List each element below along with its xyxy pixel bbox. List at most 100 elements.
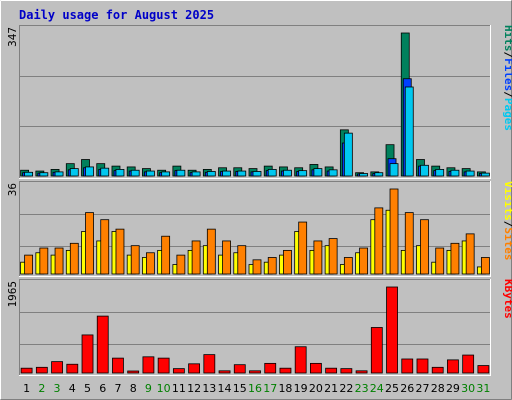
x-tick-label: 16	[248, 382, 262, 395]
bar-kbytes-day-24	[370, 327, 383, 374]
bar-kbytes-day-30	[462, 354, 475, 374]
bar-sites-day-15	[237, 245, 247, 275]
bar-sites-day-16	[252, 259, 262, 275]
x-tick-label: 29	[446, 382, 460, 395]
bar-pages-day-4	[69, 168, 79, 177]
bar-pages-day-8	[130, 169, 140, 177]
bar-pages-day-27	[420, 164, 429, 177]
bar-kbytes-day-7	[112, 357, 124, 374]
x-tick-label: 15	[233, 382, 247, 395]
chart-title: Daily usage for August 2025	[19, 8, 214, 22]
bar-sites-day-25	[389, 188, 399, 275]
bar-pages-day-28	[435, 169, 445, 177]
x-tick-label: 2	[38, 382, 45, 395]
bar-sites-day-17	[267, 257, 277, 275]
x-tick-label: 27	[415, 382, 429, 395]
x-tick-label: 11	[172, 382, 186, 395]
bar-sites-day-9	[146, 252, 155, 275]
bar-pages-day-9	[146, 170, 155, 177]
bar-pages-day-19	[298, 170, 308, 177]
bar-sites-day-31	[480, 257, 490, 275]
x-tick-label: 14	[218, 382, 232, 395]
bar-sites-day-11	[176, 254, 186, 275]
panel-plot-area	[19, 25, 491, 179]
bar-pages-day-22	[343, 132, 353, 177]
bar-sites-day-1	[24, 254, 34, 275]
bar-kbytes-day-15	[233, 364, 246, 374]
x-tick-label: 5	[84, 382, 91, 395]
x-tick-label: 10	[157, 382, 171, 395]
bar-sites-day-27	[420, 219, 429, 275]
x-tick-label: 8	[130, 382, 137, 395]
bar-sites-day-14	[222, 240, 231, 275]
bar-pages-day-29	[450, 169, 460, 177]
x-axis-ticks: 1 2 3 4 5 6 7 8 9 10 11 12 13 14 15 16 17 18 19 20 21 22 23 24 2…	[23, 382, 490, 395]
legend-pages: Pages	[502, 98, 512, 131]
bar-kbytes-day-19	[294, 346, 307, 374]
bar-pages-day-13	[206, 171, 216, 177]
bar-sites-day-29	[450, 242, 460, 275]
x-tick-label: 21	[324, 382, 338, 395]
x-tick-label: 24	[370, 382, 384, 395]
bar-pages-day-24	[374, 172, 384, 177]
bar-kbytes-day-26	[401, 358, 414, 374]
legend-separator: /	[502, 91, 512, 98]
bar-kbytes-day-12	[188, 363, 201, 374]
bar-pages-day-26	[404, 86, 414, 177]
bar-sites-day-24	[374, 207, 384, 275]
bar-kbytes-day-25	[386, 286, 398, 374]
bar-pages-day-15	[237, 170, 247, 177]
bar-sites-day-2	[39, 247, 49, 275]
bar-sites-day-4	[69, 242, 79, 275]
bar-sites-day-28	[435, 247, 445, 275]
legend-kbytes: KBytes	[502, 279, 512, 319]
panel-legend: KBytes	[502, 279, 512, 319]
x-tick-label: 31	[476, 382, 490, 395]
legend-visits: Visits	[502, 181, 512, 221]
bar-pages-day-6	[100, 167, 110, 177]
bar-sites-day-20	[313, 240, 323, 275]
bar-pages-day-30	[465, 170, 475, 177]
bar-kbytes-day-22	[340, 368, 353, 374]
x-tick-label: 17	[263, 382, 277, 395]
bar-kbytes-day-5	[81, 334, 94, 374]
bar-kbytes-day-13	[203, 354, 216, 374]
bar-pages-day-18	[283, 169, 292, 177]
bar-pages-day-31	[480, 172, 490, 177]
x-tick-label: 20	[309, 382, 323, 395]
x-tick-label: 25	[385, 382, 399, 395]
bar-sites-day-13	[206, 228, 216, 275]
bar-sites-day-18	[283, 249, 292, 275]
x-tick-label: 30	[461, 382, 475, 395]
bar-pages-day-1	[24, 171, 34, 177]
bar-pages-day-7	[115, 169, 125, 177]
x-tick-label: 18	[278, 382, 292, 395]
bar-kbytes-day-6	[96, 315, 109, 374]
bar-kbytes-day-11	[172, 368, 185, 374]
bar-kbytes-day-20	[309, 362, 322, 374]
x-tick-label: 22	[339, 382, 353, 395]
bar-pages-day-17	[267, 169, 277, 177]
bar-kbytes-day-3	[51, 361, 63, 374]
bar-sites-day-23	[359, 247, 368, 275]
bar-sites-day-7	[115, 228, 125, 275]
x-tick-label: 12	[187, 382, 201, 395]
panel-2: 36 Visits/Sites	[6, 181, 512, 277]
bar-sites-day-26	[404, 212, 414, 275]
bar-sites-day-12	[191, 240, 201, 275]
bar-kbytes-day-9	[142, 356, 155, 374]
bar-kbytes-day-17	[264, 362, 277, 374]
legend-files: Files	[502, 58, 512, 91]
bar-kbytes-day-23	[355, 370, 368, 374]
bar-pages-day-2	[39, 172, 49, 177]
bar-kbytes-day-2	[35, 366, 48, 374]
y-max-label: 1965	[6, 281, 19, 308]
x-tick-label: 9	[145, 382, 152, 395]
bar-sites-day-21	[328, 238, 338, 275]
bar-pages-day-11	[176, 169, 186, 177]
bar-kbytes-day-31	[477, 365, 490, 374]
x-tick-label: 1	[23, 382, 30, 395]
